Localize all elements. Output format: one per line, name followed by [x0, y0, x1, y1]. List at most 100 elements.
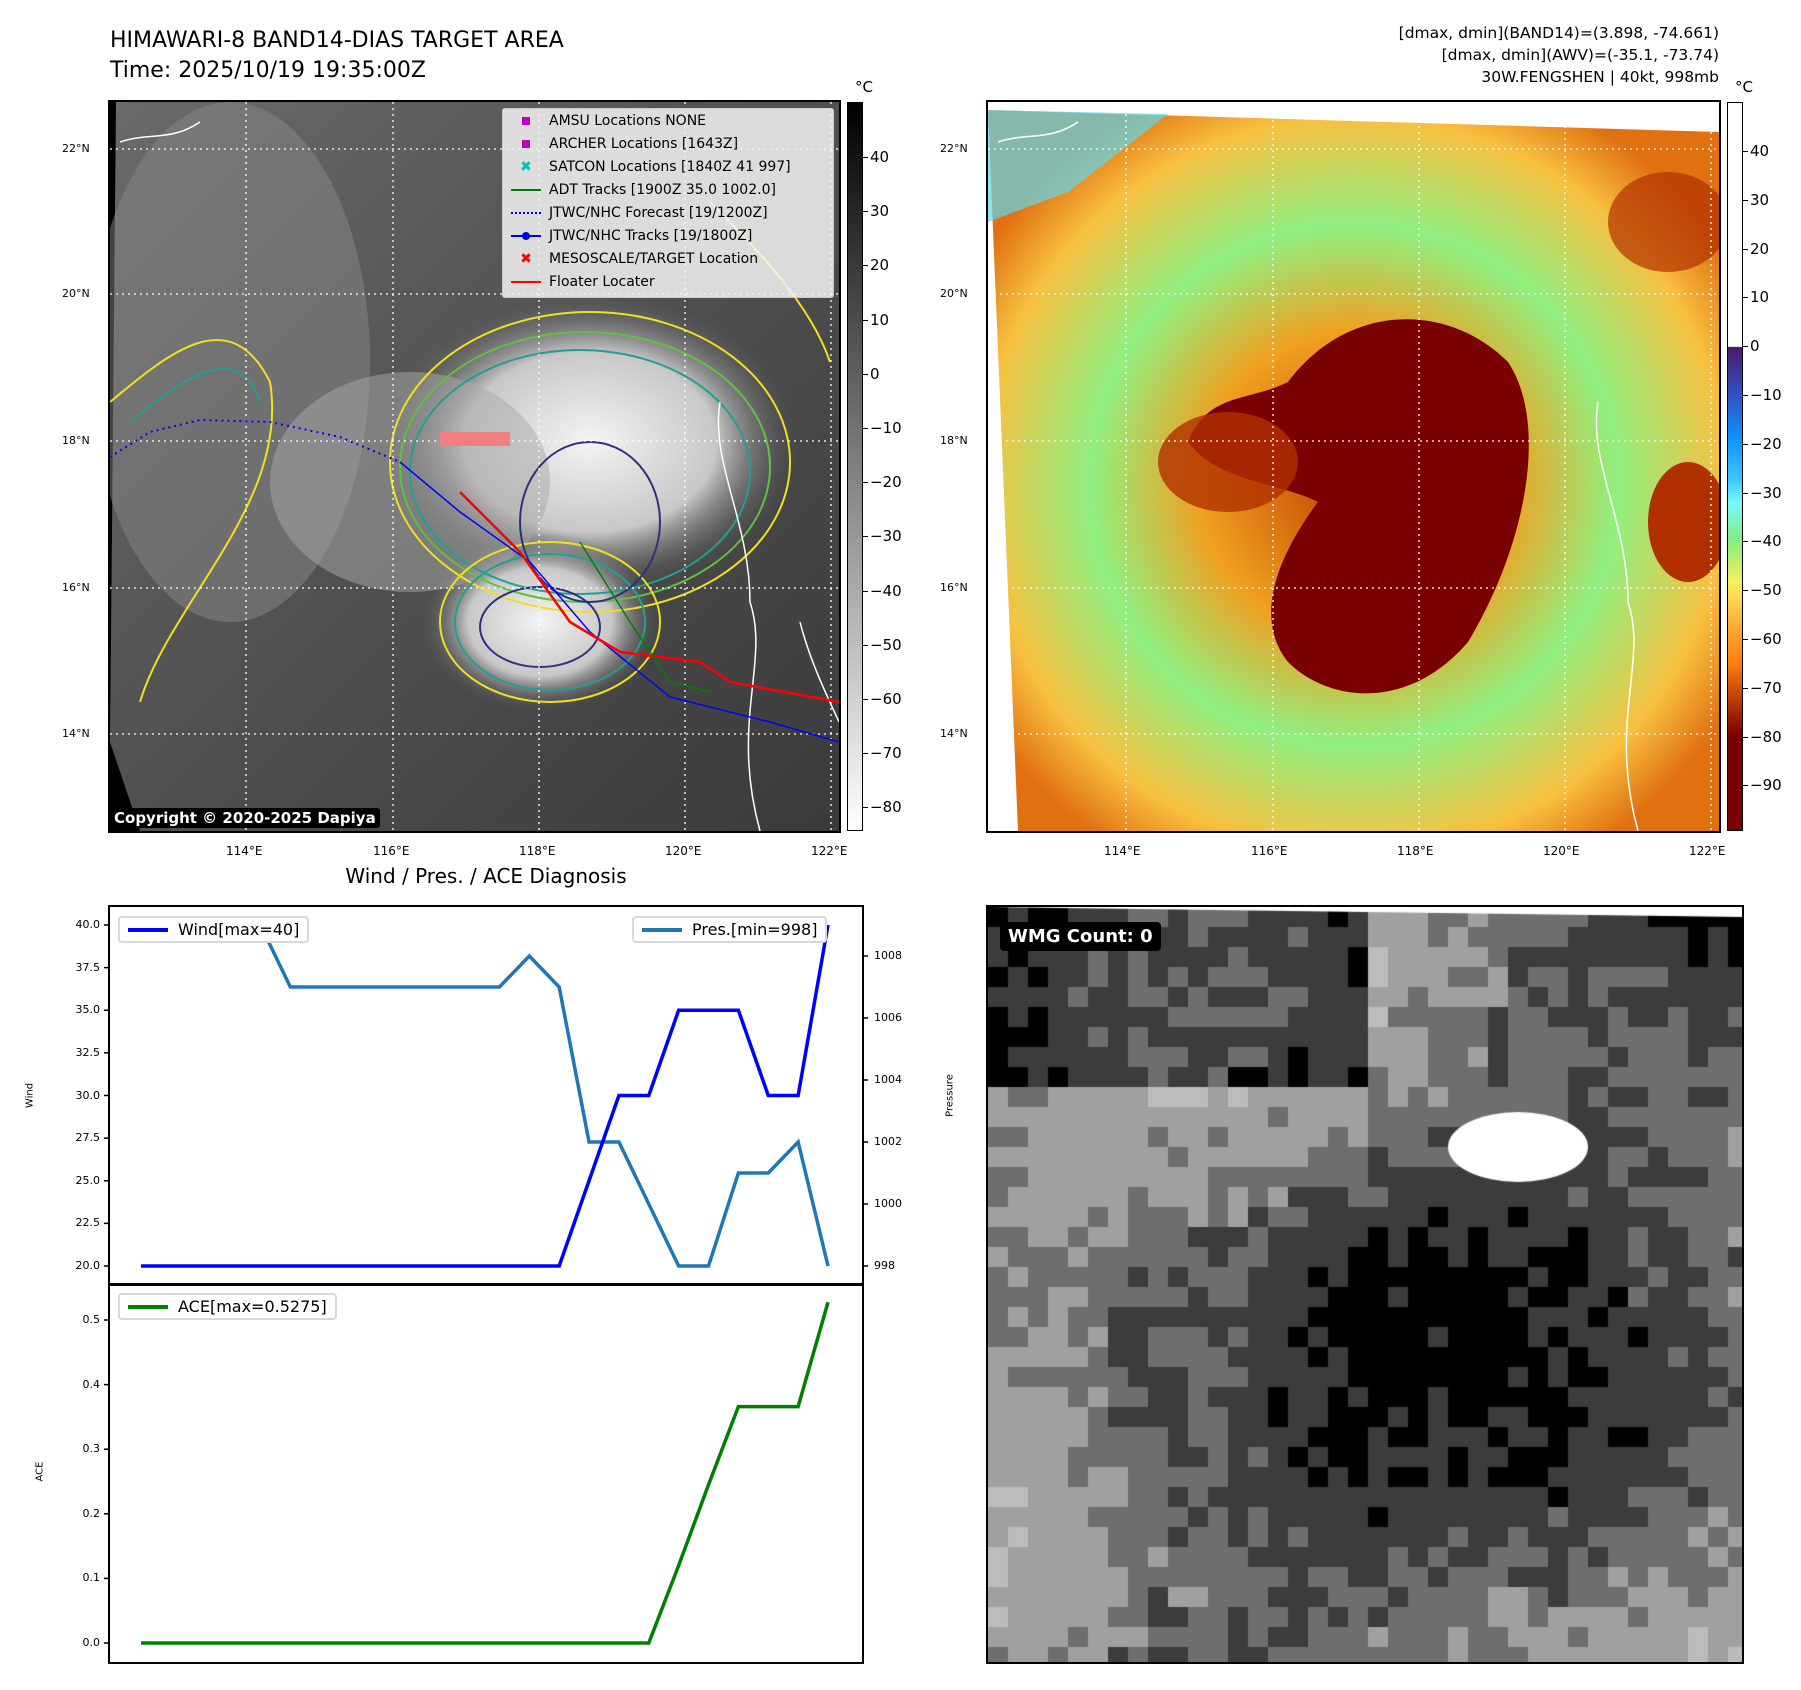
- legend-marker-line-dot-icon: [503, 231, 549, 240]
- legend-label: JTWC/NHC Forecast [19/1200Z]: [549, 204, 768, 221]
- ace-legend-swatch: [128, 1304, 168, 1309]
- wind-legend-swatch: [128, 927, 168, 932]
- colorbar-tick-mark: [1743, 736, 1748, 738]
- legend-marker-square-icon: [503, 139, 549, 148]
- lat-label: 20°N: [940, 287, 968, 300]
- map-legend: AMSU Locations NONE ARCHER Locations [164…: [502, 108, 834, 298]
- legend-marker-line-icon: [503, 188, 549, 191]
- colorbar-left: [847, 102, 863, 831]
- legend-item: AMSU Locations NONE: [503, 109, 833, 132]
- data-range-info: [dmax, dmin](BAND14)=(3.898, -74.661) [d…: [1399, 22, 1719, 88]
- colorbar-tick-mark: [863, 536, 868, 538]
- colorbar-left-tick: 0: [870, 364, 880, 383]
- ace-tick-label: 0.0: [82, 1636, 101, 1649]
- pressure-axis-label: Pressure: [944, 1074, 956, 1117]
- colorbar-tick-mark: [863, 428, 868, 429]
- legend-item: ADT Tracks [1900Z 35.0 1002.0]: [503, 178, 833, 201]
- colorbar-tick-mark: [863, 157, 868, 158]
- pressure-tick-label: 998: [874, 1259, 895, 1272]
- wind-tick-label: 27.5: [75, 1131, 101, 1145]
- title-line-1: HIMAWARI-8 BAND14-DIAS TARGET AREA: [110, 28, 564, 53]
- colorbar-tick-mark: [863, 211, 868, 213]
- wind-tick-label: 30.0: [75, 1088, 101, 1102]
- copyright-label: Copyright © 2020-2025 Dapiya: [110, 808, 380, 828]
- lat-label: 20°N: [62, 287, 90, 300]
- pressure-line: [141, 923, 830, 1268]
- wind-line: [141, 924, 830, 1268]
- diagnosis-title: Wind / Pres. / ACE Diagnosis: [345, 864, 627, 888]
- colorbar-right-tick: −80: [1750, 727, 1782, 746]
- ace-tick-label: 0.3: [82, 1442, 101, 1456]
- lon-label: 116°E: [373, 844, 410, 858]
- colorbar-tick-mark: [863, 699, 868, 700]
- lon-label: 122°E: [811, 844, 848, 858]
- legend-label: MESOSCALE/TARGET Location: [549, 250, 759, 267]
- colorbar-left-tick: −80: [870, 798, 902, 817]
- wmg-panel: [986, 905, 1744, 1664]
- lat-label: 14°N: [940, 727, 968, 740]
- colorbar-right-unit: °C: [1735, 78, 1753, 96]
- lon-label: 114°E: [1104, 844, 1141, 858]
- colorbar-left-tick: 10: [870, 310, 890, 329]
- legend-label: JTWC/NHC Tracks [19/1800Z]: [549, 227, 753, 244]
- jtwc-forecast-track: [110, 418, 401, 463]
- colorbar-right-tick: −20: [1750, 434, 1782, 453]
- legend-item: JTWC/NHC Tracks [19/1800Z]: [503, 224, 833, 247]
- ace-legend: ACE[max=0.5275]: [118, 1293, 337, 1320]
- legend-marker-square-icon: [503, 116, 549, 125]
- colorbar-tick-mark: [1743, 248, 1748, 250]
- legend-marker-dotted-icon: [503, 211, 549, 214]
- legend-item: ARCHER Locations [1643Z]: [503, 132, 833, 155]
- colorbar-right-tick: −60: [1750, 630, 1782, 648]
- colorbar-left-tick: 20: [870, 256, 890, 275]
- wind-tick-label: 25.0: [75, 1173, 101, 1187]
- wind-tick-label: 20.0: [75, 1259, 101, 1272]
- pressure-tick-label: 1006: [874, 1011, 902, 1024]
- pressure-tick-label: 1004: [874, 1073, 902, 1086]
- colorbar-tick-mark: [863, 265, 868, 267]
- legend-item: ✖ MESOSCALE/TARGET Location: [503, 247, 833, 270]
- colorbar-right-tick: −90: [1750, 776, 1782, 795]
- colorbar-right-tick: −30: [1750, 483, 1782, 502]
- wmg-count-label: WMG Count: 0: [1000, 922, 1161, 951]
- colorbar-tick-mark: [1743, 443, 1748, 445]
- lat-label: 18°N: [940, 434, 968, 447]
- colorbar-tick-mark: [1743, 785, 1748, 787]
- wind-tick-label: 32.5: [75, 1045, 101, 1059]
- colorbar-tick-mark: [1743, 590, 1748, 592]
- awv-map-image: [988, 102, 1719, 831]
- legend-marker-x-icon: ✖: [520, 158, 532, 175]
- colorbar-tick-mark: [1743, 687, 1748, 689]
- colorbar-right-tick: 30: [1750, 190, 1770, 209]
- ace-axis-label: ACE: [34, 1461, 46, 1482]
- ace-legend-label: ACE[max=0.5275]: [178, 1297, 327, 1316]
- legend-item: JTWC/NHC Forecast [19/1200Z]: [503, 201, 833, 224]
- colorbar-tick-mark: [1743, 346, 1748, 348]
- colorbar-tick-mark: [863, 753, 868, 755]
- colorbar-tick-mark: [863, 590, 868, 592]
- wind-legend-label: Wind[max=40]: [178, 920, 300, 939]
- lon-label: 114°E: [226, 844, 263, 858]
- legend-label: SATCON Locations [1840Z 41 997]: [549, 158, 791, 175]
- figure-title: HIMAWARI-8 BAND14-DIAS TARGET AREA Time:…: [110, 26, 564, 86]
- colorbar-tick-mark: [863, 482, 868, 484]
- info-awv: [dmax, dmin](AWV)=(-35.1, -73.74): [1441, 46, 1719, 64]
- lat-label: 22°N: [940, 142, 968, 155]
- wind-axis-label: Wind: [24, 1082, 36, 1109]
- info-band14: [dmax, dmin](BAND14)=(3.898, -74.661): [1398, 24, 1719, 42]
- lat-label: 18°N: [62, 434, 90, 447]
- colorbar-left-tick: −30: [870, 527, 902, 546]
- legend-item: Floater Locater: [503, 270, 833, 293]
- info-storm: 30W.FENGSHEN | 40kt, 998mb: [1481, 68, 1719, 86]
- lat-label: 16°N: [62, 581, 90, 594]
- wind-tick-label: 35.0: [75, 1003, 101, 1017]
- ace-axes: [108, 1283, 864, 1664]
- colorbar-left-unit: °C: [855, 78, 873, 96]
- colorbar-left-tick: 40: [870, 148, 890, 166]
- colorbar-tick-mark: [1743, 199, 1748, 201]
- floater-track: [459, 491, 839, 704]
- lat-label: 22°N: [62, 142, 90, 155]
- colorbar-left-tick: −20: [870, 473, 902, 492]
- colorbar-tick-mark: [1743, 151, 1748, 152]
